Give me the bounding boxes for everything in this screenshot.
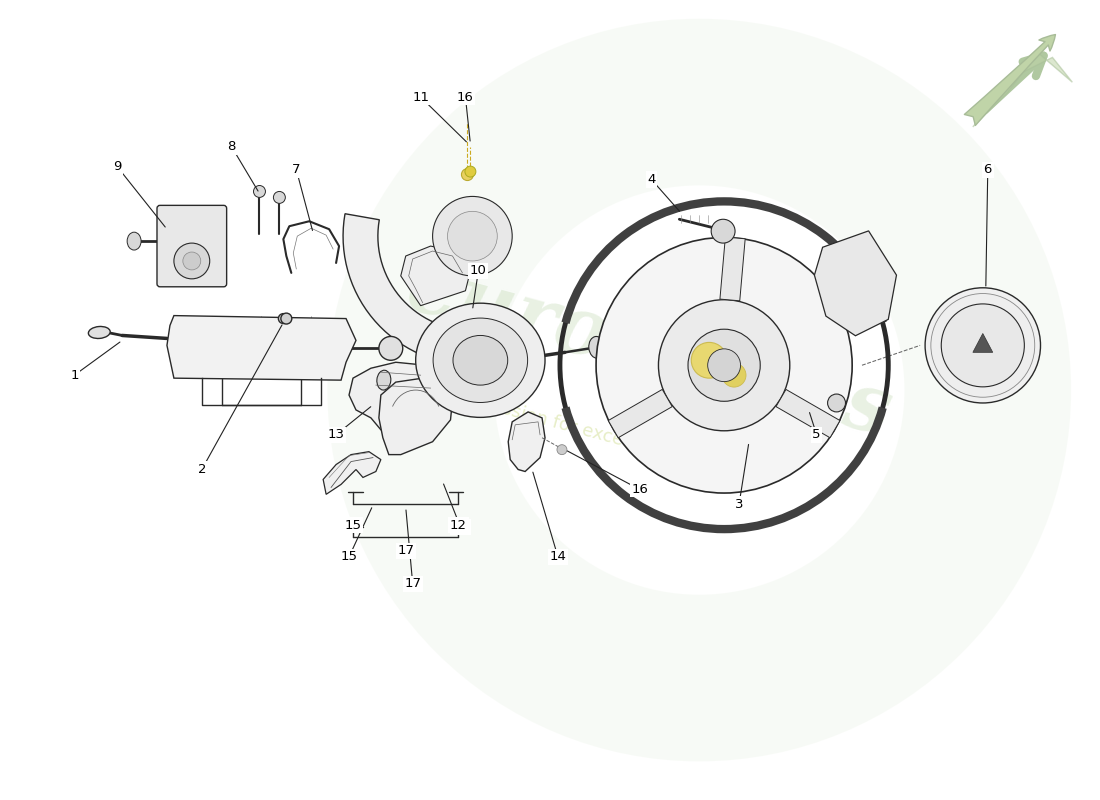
Text: 5: 5 — [813, 428, 821, 442]
Circle shape — [925, 288, 1041, 403]
Text: 16: 16 — [456, 90, 474, 104]
Circle shape — [931, 294, 1035, 398]
Text: 15: 15 — [341, 550, 358, 563]
Circle shape — [942, 304, 1024, 387]
Text: 7: 7 — [292, 163, 300, 176]
Polygon shape — [972, 53, 1072, 127]
Ellipse shape — [416, 303, 544, 418]
Polygon shape — [378, 378, 452, 454]
Ellipse shape — [88, 326, 110, 338]
Text: 13: 13 — [328, 428, 344, 442]
Circle shape — [278, 314, 288, 323]
Polygon shape — [608, 390, 672, 438]
Circle shape — [432, 197, 513, 276]
Text: 3: 3 — [735, 498, 744, 510]
Text: 6: 6 — [983, 163, 992, 176]
Text: 10: 10 — [470, 265, 487, 278]
Circle shape — [465, 166, 476, 177]
FancyBboxPatch shape — [157, 206, 227, 286]
Polygon shape — [719, 237, 745, 301]
Circle shape — [659, 300, 790, 430]
Circle shape — [722, 363, 746, 387]
Polygon shape — [814, 231, 896, 336]
Text: 12: 12 — [450, 518, 468, 532]
Text: 2: 2 — [198, 463, 206, 476]
Text: 11: 11 — [412, 90, 429, 104]
Text: 17: 17 — [404, 578, 421, 590]
Polygon shape — [343, 214, 527, 366]
Ellipse shape — [453, 335, 508, 385]
Text: 1: 1 — [70, 369, 79, 382]
Circle shape — [691, 342, 727, 378]
Ellipse shape — [588, 337, 605, 358]
Circle shape — [174, 243, 210, 279]
Circle shape — [596, 238, 852, 493]
Polygon shape — [972, 334, 993, 352]
Circle shape — [274, 191, 285, 203]
Polygon shape — [167, 315, 356, 380]
Text: 4: 4 — [647, 173, 656, 186]
Ellipse shape — [433, 318, 528, 402]
Circle shape — [183, 252, 201, 270]
Ellipse shape — [128, 232, 141, 250]
Ellipse shape — [377, 370, 390, 390]
Circle shape — [712, 219, 735, 243]
Circle shape — [688, 329, 760, 402]
Polygon shape — [776, 390, 840, 438]
Text: 8: 8 — [228, 140, 235, 154]
Circle shape — [280, 313, 292, 324]
Circle shape — [448, 211, 497, 261]
Text: 16: 16 — [631, 483, 648, 496]
Circle shape — [827, 394, 846, 412]
Polygon shape — [508, 412, 544, 471]
Polygon shape — [323, 452, 381, 494]
Circle shape — [378, 337, 403, 360]
Polygon shape — [400, 246, 471, 306]
Circle shape — [461, 169, 473, 181]
Text: 14: 14 — [550, 550, 566, 563]
Text: eurospares: eurospares — [398, 248, 900, 452]
Text: 15: 15 — [344, 518, 362, 532]
Circle shape — [557, 445, 566, 454]
Circle shape — [253, 186, 265, 198]
Polygon shape — [349, 362, 452, 432]
Text: 17: 17 — [397, 545, 415, 558]
Circle shape — [707, 349, 740, 382]
Text: 9: 9 — [113, 160, 121, 173]
Text: a passion for excellence since 1983: a passion for excellence since 1983 — [462, 390, 778, 490]
Text: 12: 12 — [452, 521, 469, 534]
